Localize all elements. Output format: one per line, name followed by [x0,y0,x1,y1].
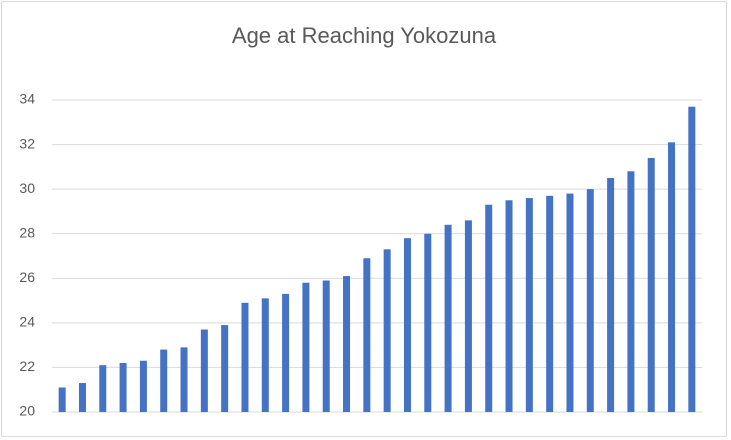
bar [424,233,432,412]
bar [647,157,655,412]
bar [302,282,310,412]
bar [221,325,229,412]
bar [566,193,574,412]
bar [607,178,615,412]
bar [627,171,635,412]
bar [586,189,594,412]
bar [78,383,86,412]
y-tick-label: 20 [19,403,35,419]
bar [525,198,533,412]
y-tick-label: 26 [19,269,35,285]
bar [160,349,168,412]
bar [241,302,249,412]
bar [180,347,188,412]
bar [464,220,472,412]
bar [444,224,452,412]
bar [668,142,676,413]
bar [505,200,513,412]
bar [383,249,391,412]
y-tick-label: 28 [19,224,35,240]
bar [58,387,66,412]
bar [200,329,208,412]
chart-title: Age at Reaching Yokozuna [232,23,497,48]
y-tick-label: 24 [19,314,35,330]
bar [139,360,147,412]
bar [343,276,351,412]
bar [322,280,330,412]
bar [282,293,290,412]
bar [261,298,269,412]
y-tick-label: 34 [19,91,35,107]
bar [99,365,107,412]
bar [546,195,554,412]
y-tick-label: 22 [19,358,35,374]
bar [688,106,696,412]
y-tick-label: 32 [19,135,35,151]
bar [485,204,493,412]
bar [403,238,411,412]
y-tick-label: 30 [19,180,35,196]
bar [119,362,127,412]
bar [363,258,371,412]
